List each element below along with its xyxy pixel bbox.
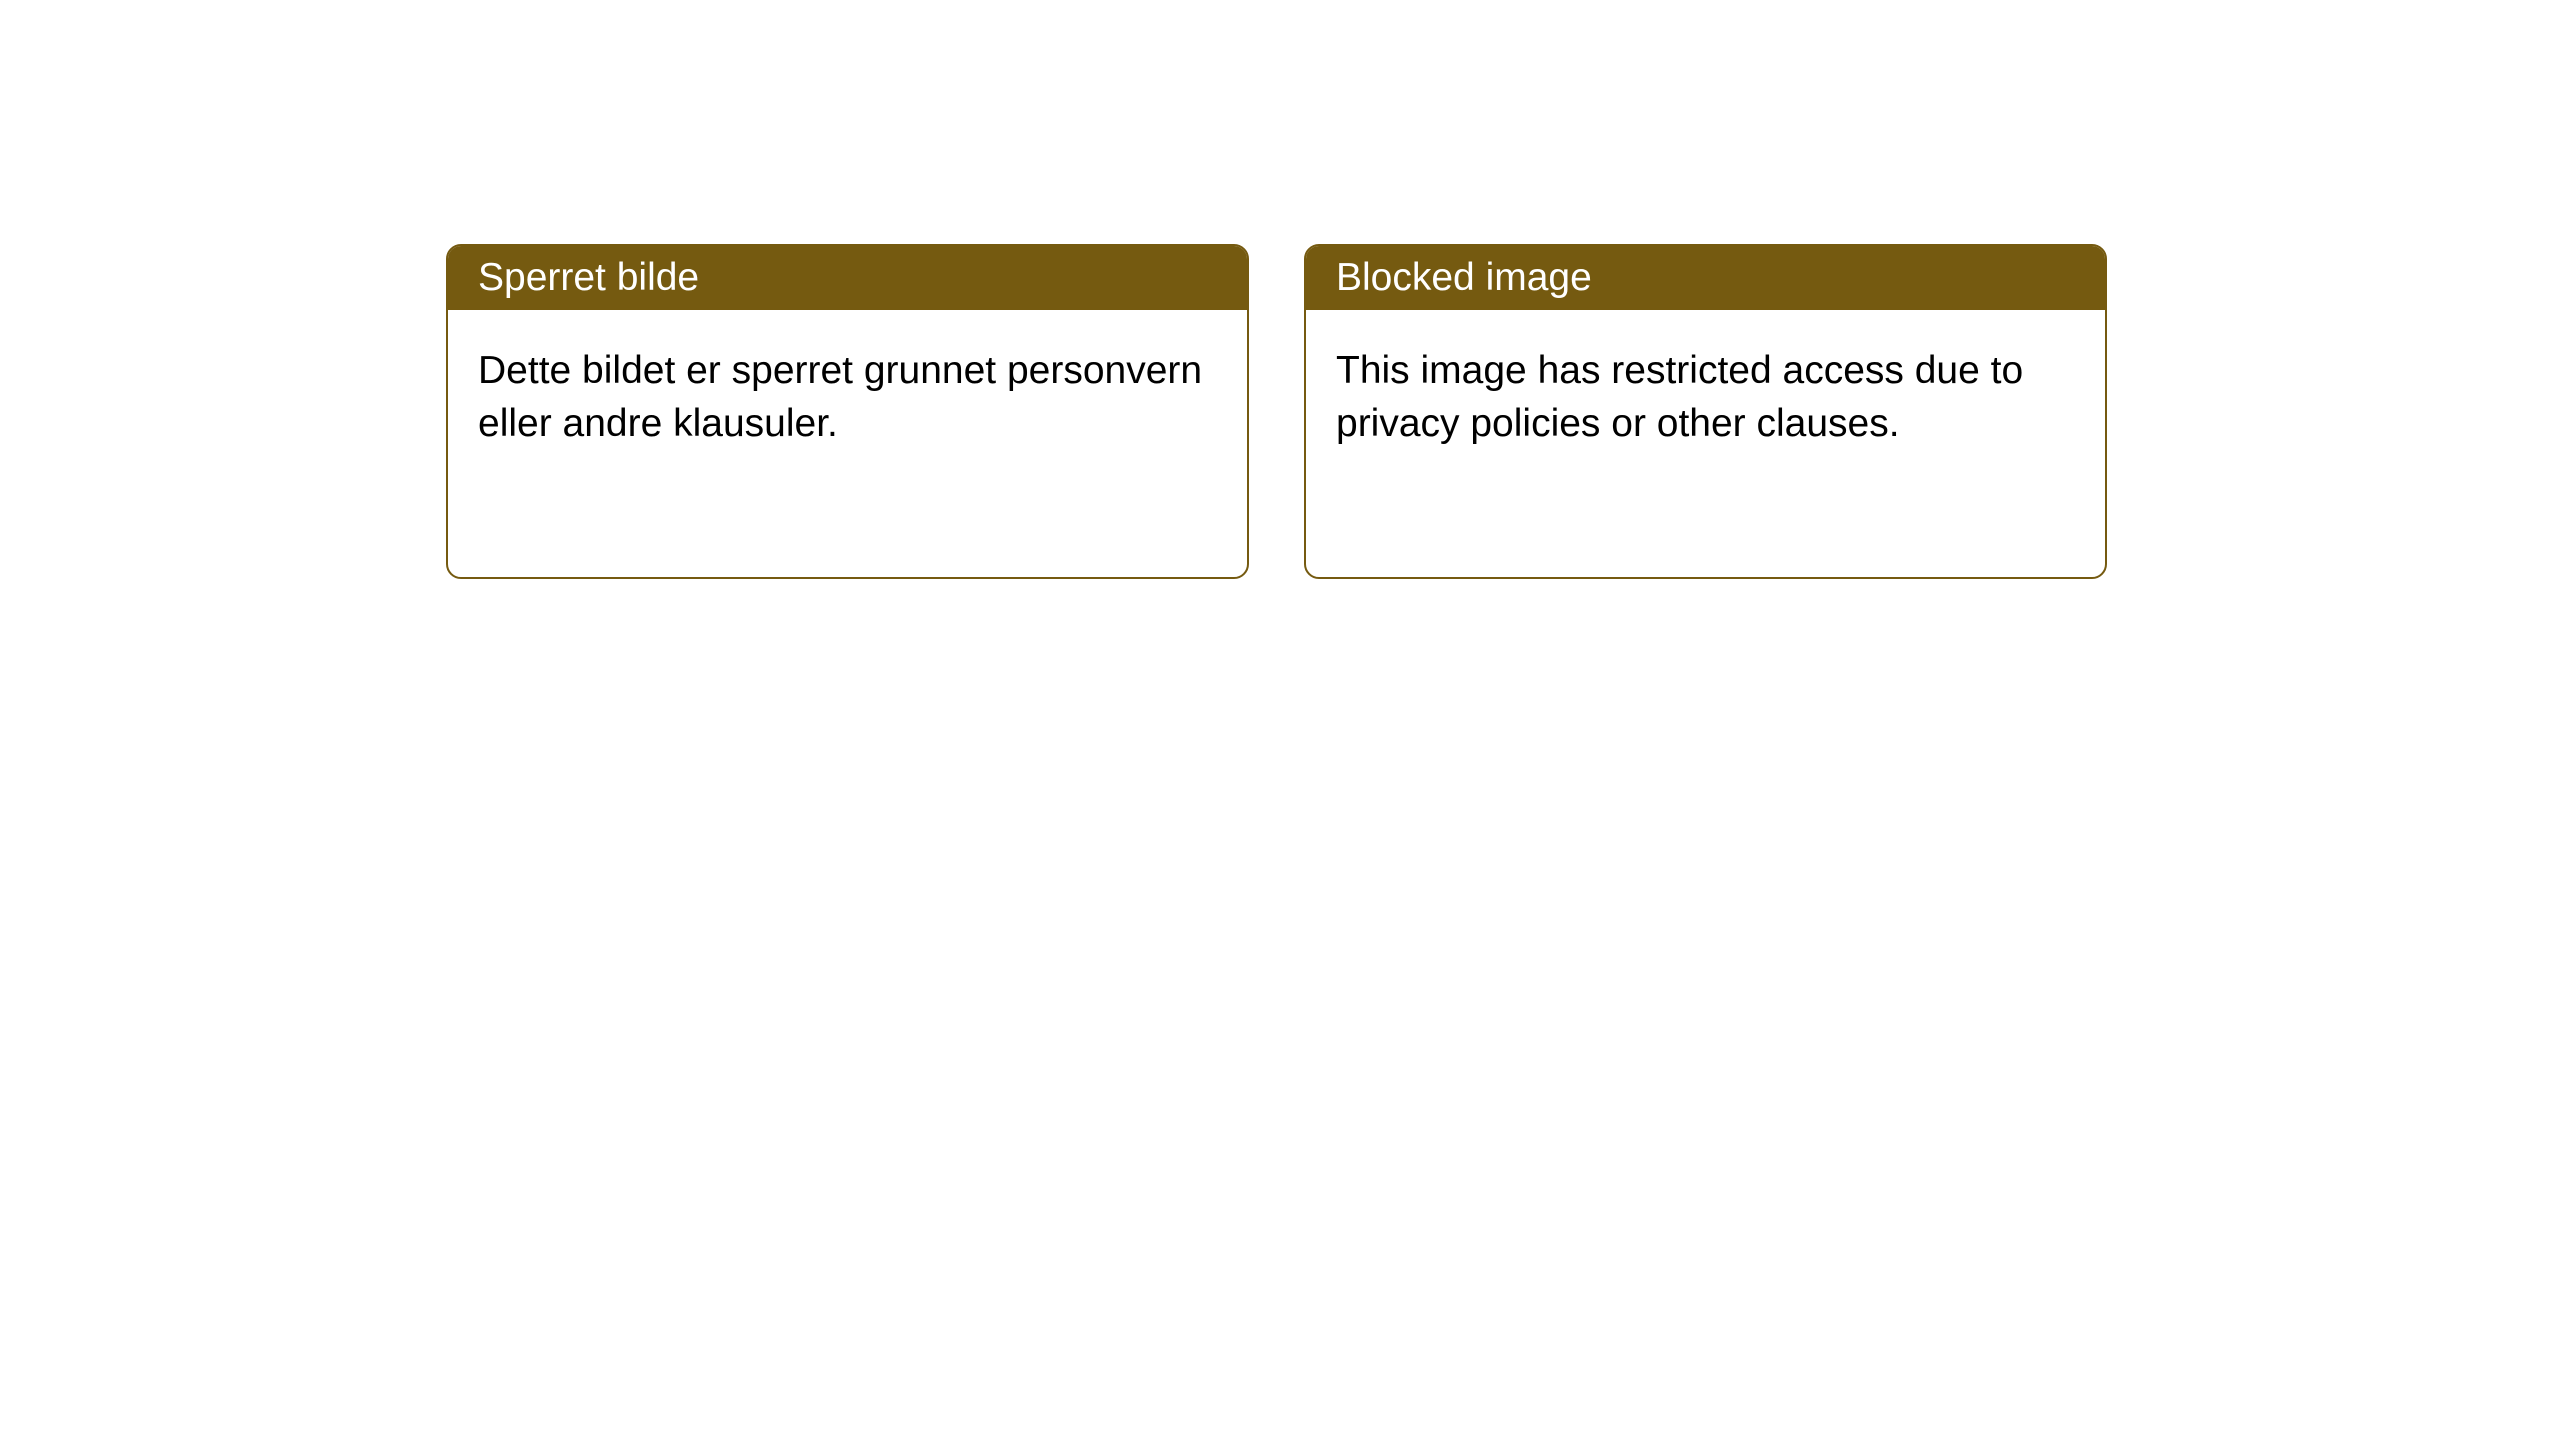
notice-container: Sperret bilde Dette bildet er sperret gr…: [446, 244, 2107, 579]
notice-title: Sperret bilde: [478, 256, 699, 299]
notice-box-norwegian: Sperret bilde Dette bildet er sperret gr…: [446, 244, 1249, 579]
notice-header: Blocked image: [1306, 246, 2105, 310]
notice-header: Sperret bilde: [448, 246, 1247, 310]
notice-box-english: Blocked image This image has restricted …: [1304, 244, 2107, 579]
notice-body-text: Dette bildet er sperret grunnet personve…: [478, 349, 1202, 445]
notice-body: This image has restricted access due to …: [1306, 310, 2105, 485]
notice-body: Dette bildet er sperret grunnet personve…: [448, 310, 1247, 485]
notice-title: Blocked image: [1336, 256, 1592, 299]
notice-body-text: This image has restricted access due to …: [1336, 349, 2023, 445]
